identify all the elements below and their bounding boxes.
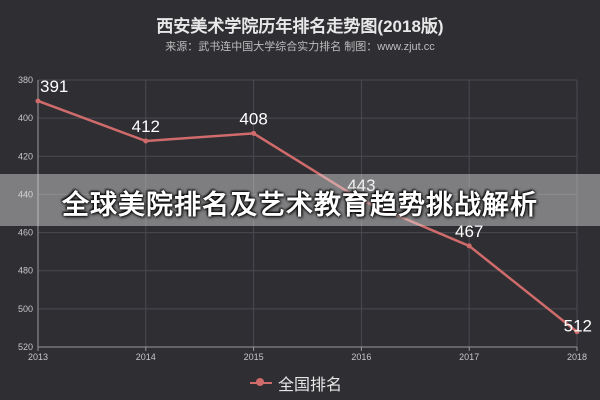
y-tick-label-1: 400 xyxy=(18,113,33,123)
y-tick-label-2: 420 xyxy=(18,151,33,161)
legend-swatch xyxy=(250,377,272,389)
y-tick-label-5: 480 xyxy=(18,266,33,276)
data-label-4: 467 xyxy=(455,222,483,241)
y-tick-label-6: 500 xyxy=(18,304,33,314)
legend[interactable]: 全国排名 xyxy=(250,374,343,394)
x-tick-label-3: 2016 xyxy=(351,352,371,362)
x-tick-label-4: 2017 xyxy=(459,352,479,362)
x-tick-label-0: 2013 xyxy=(28,352,48,362)
data-point-1 xyxy=(143,138,149,144)
data-point-3 xyxy=(358,197,364,203)
y-tick-label-7: 520 xyxy=(18,342,33,352)
chart-subtitle: 来源：武书连中国大学综合实力排名 制图：www.zjut.cc xyxy=(165,41,435,53)
y-tick-label-3: 440 xyxy=(18,189,33,199)
data-label-3: 443 xyxy=(347,176,375,195)
x-tick-label-1: 2014 xyxy=(136,352,156,362)
data-point-2 xyxy=(251,130,257,136)
data-label-0: 391 xyxy=(40,77,68,96)
legend-label: 全国排名 xyxy=(278,377,343,394)
banner-text: 全球美院排名及艺术教育趋势挑战解析 xyxy=(62,190,538,220)
chart-title: 西安美术学院历年排名走势图(2018版) xyxy=(156,17,444,36)
banner-overlay xyxy=(0,174,600,226)
x-tick-label-2: 2015 xyxy=(244,352,264,362)
data-label-2: 408 xyxy=(239,109,267,128)
series-line-0 xyxy=(37,99,578,333)
data-label-5: 512 xyxy=(564,317,592,336)
y-tick-label-0: 380 xyxy=(18,75,33,85)
data-point-5 xyxy=(574,329,580,335)
data-label-1: 412 xyxy=(132,117,160,136)
data-point-4 xyxy=(466,243,472,249)
x-tick-label-5: 2018 xyxy=(567,352,587,362)
data-point-0 xyxy=(35,98,41,104)
y-tick-label-4: 460 xyxy=(18,228,33,238)
